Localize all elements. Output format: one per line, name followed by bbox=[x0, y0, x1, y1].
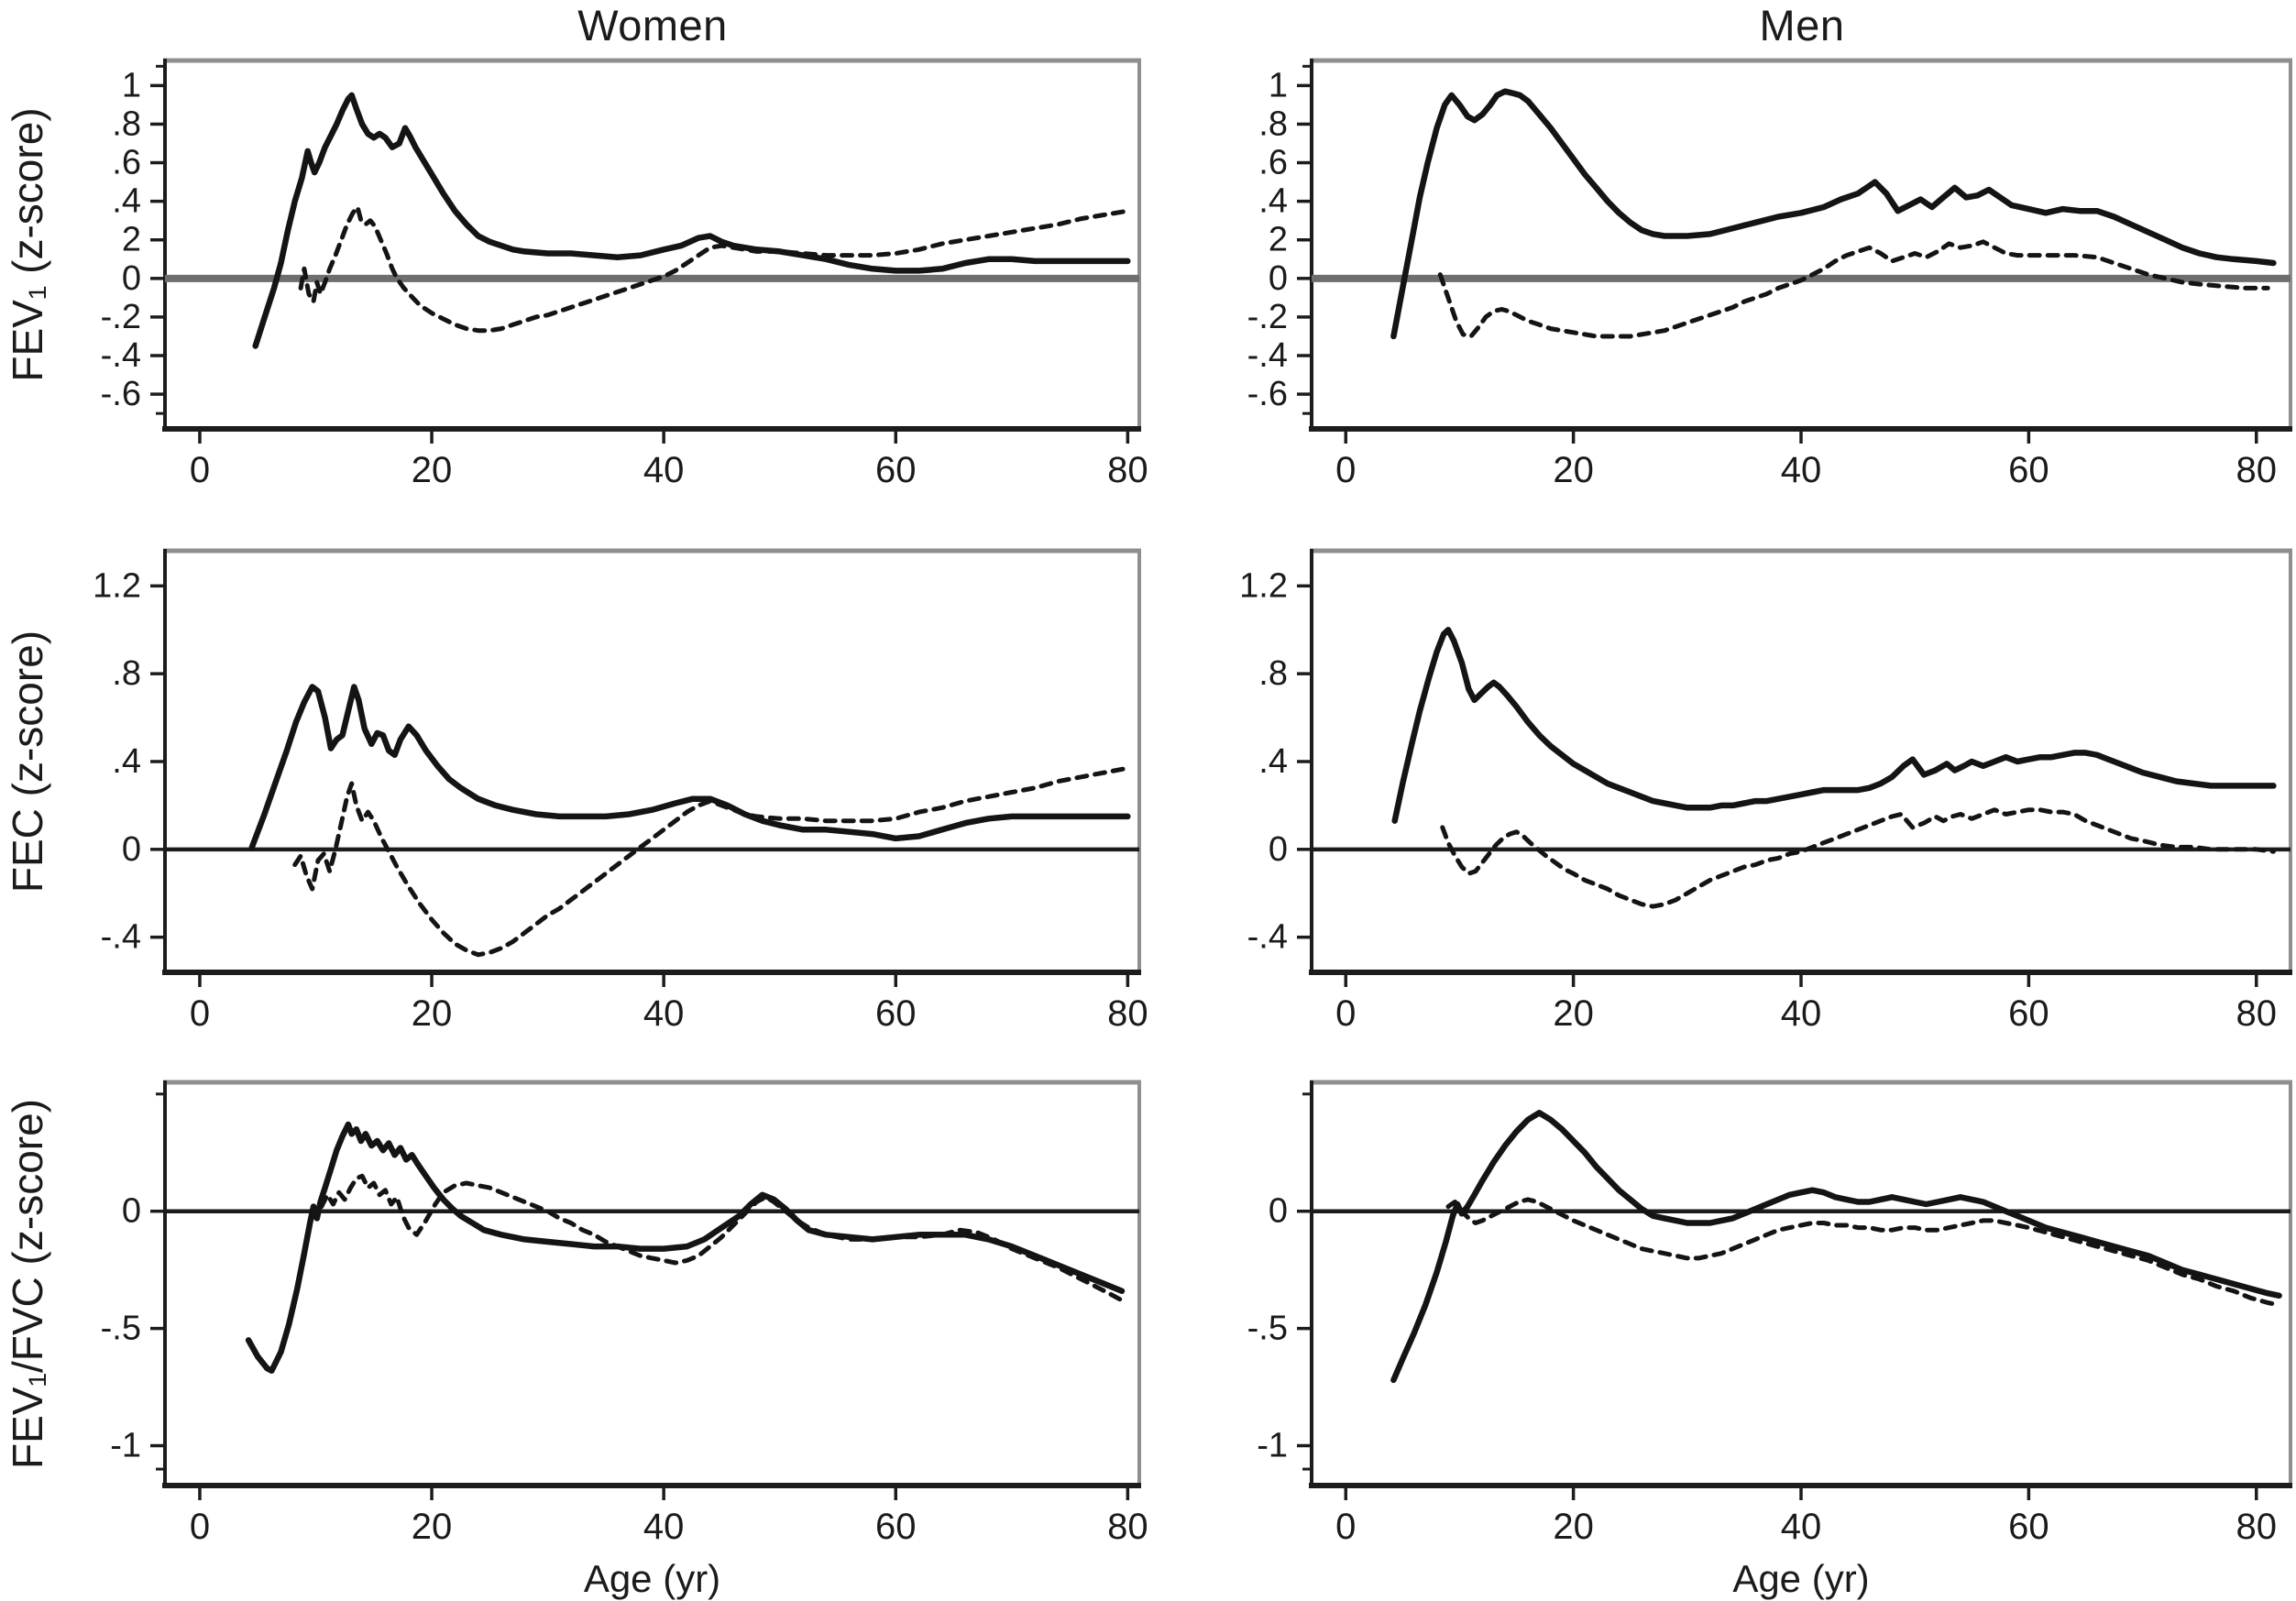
panel-men-fec: 1.2 .8 .4 0 -.4 0 20 40 60 80 bbox=[1148, 514, 2296, 1046]
x-tick-label: 80 bbox=[2236, 993, 2277, 1034]
solid-curve bbox=[252, 92, 1131, 349]
x-tick-label: 60 bbox=[875, 993, 917, 1034]
x-tick-label: 80 bbox=[1107, 450, 1148, 490]
x-tick-label: 60 bbox=[2008, 450, 2049, 490]
x-tick-label: 0 bbox=[1335, 993, 1356, 1034]
y-axis-title: FEV₁/FVC (z-score) bbox=[4, 1099, 51, 1469]
x-tick-label: 40 bbox=[643, 450, 685, 490]
y-tick-label: -.5 bbox=[1247, 1310, 1288, 1348]
x-tick-label: 0 bbox=[1335, 450, 1356, 490]
x-tick-label: 60 bbox=[2008, 1507, 2049, 1547]
x-tick-label: 20 bbox=[412, 993, 453, 1034]
dashed-curve bbox=[292, 765, 1130, 958]
x-tick-label: 0 bbox=[190, 993, 210, 1034]
x-tick-label: 0 bbox=[190, 450, 210, 490]
x-tick-label: 80 bbox=[2236, 1507, 2277, 1547]
x-tick-label: 20 bbox=[412, 450, 453, 490]
x-axis-title: Age (yr) bbox=[1732, 1557, 1869, 1600]
panel-women-fev1-fvc: 0 -.5 -1 0 20 40 60 80 FEV₁/FVC (z-score) Age (yr… bbox=[0, 1046, 1148, 1601]
x-tick-label: 0 bbox=[190, 1507, 210, 1547]
panel-women-fec: 1.2 .8 .4 0 -.4 0 20 40 60 80 FEC (z-score) bbox=[0, 514, 1148, 1046]
chart-men-fev1-fvc-zscore: 0 -.5 -1 0 20 40 60 80 Age (yr) bbox=[1247, 1080, 2292, 1600]
y-tick-label: .8 bbox=[1258, 654, 1288, 693]
y-tick-label: -.2 bbox=[1247, 298, 1288, 336]
chart-men-fec-zscore: 1.2 .8 .4 0 -.4 0 20 40 60 80 bbox=[1239, 548, 2292, 1034]
y-tick-label: -.6 bbox=[101, 375, 141, 413]
x-tick-label: 60 bbox=[875, 450, 917, 490]
y-tick-label: -.4 bbox=[1247, 336, 1288, 375]
chart-women-fec-zscore: 1.2 .8 .4 0 -.4 0 20 40 60 80 FEC (z-score) bbox=[4, 548, 1148, 1034]
y-tick-label: -1 bbox=[1257, 1427, 1288, 1465]
y-tick-label: .6 bbox=[1258, 144, 1288, 182]
x-tick-label: 80 bbox=[1107, 993, 1148, 1034]
dashed-curve bbox=[1445, 1197, 2282, 1308]
y-tick-label: 0 bbox=[1269, 1192, 1288, 1231]
x-tick-label: 40 bbox=[643, 993, 685, 1034]
x-tick-label: 0 bbox=[1335, 1507, 1356, 1547]
y-tick-label: 2 bbox=[1269, 221, 1288, 259]
y-tick-label: -.4 bbox=[1247, 918, 1288, 957]
y-tick-label: -.4 bbox=[101, 918, 141, 957]
panel-men-fev1-fvc: 0 -.5 -1 0 20 40 60 80 Age (yr) bbox=[1148, 1046, 2296, 1601]
solid-curve bbox=[1390, 88, 2277, 340]
y-tick-label: 0 bbox=[122, 830, 141, 869]
dashed-curve bbox=[319, 1173, 1125, 1303]
solid-curve bbox=[245, 1121, 1126, 1374]
x-tick-label: 80 bbox=[2236, 450, 2277, 490]
dashed-curve bbox=[1437, 239, 2270, 339]
x-tick-label: 20 bbox=[1553, 993, 1594, 1034]
y-tick-label: -.2 bbox=[101, 298, 141, 336]
column-title-women: Women bbox=[577, 1, 728, 49]
y-tick-label: 1.2 bbox=[93, 566, 141, 605]
y-tick-label: 0 bbox=[1269, 259, 1288, 298]
x-tick-label: 20 bbox=[1553, 450, 1594, 490]
panel-men-fev1: 1.8.6.4 2 0 -.2 -.4 -.6 0 20 40 60 80 bbox=[1148, 51, 2296, 514]
y-tick-label: 0 bbox=[122, 259, 141, 298]
x-tick-label: 60 bbox=[875, 1507, 917, 1547]
y-tick-label: 0 bbox=[1269, 830, 1288, 869]
panel-women-fev1: 1.8.6.4 2 0 -.2 -.4 -.6 0 20 40 60 80 FEV₁ (z-score… bbox=[0, 51, 1148, 514]
y-tick-label: -1 bbox=[110, 1427, 141, 1465]
x-tick-label: 60 bbox=[2008, 993, 2049, 1034]
y-tick-label: .4 bbox=[1258, 742, 1288, 781]
y-tick-label: .8 bbox=[112, 654, 141, 693]
y-tick-label: .6 bbox=[112, 144, 141, 182]
y-tick-label: .4 bbox=[1258, 182, 1288, 221]
x-tick-label: 20 bbox=[412, 1507, 453, 1547]
y-tick-label: -.4 bbox=[101, 336, 141, 375]
solid-curve bbox=[1391, 627, 2277, 824]
y-tick-label: -.5 bbox=[101, 1310, 141, 1348]
y-tick-label: 0 bbox=[122, 1192, 141, 1231]
y-tick-label: 1.2 bbox=[1239, 566, 1288, 605]
y-tick-label: .4 bbox=[112, 182, 141, 221]
solid-curve bbox=[248, 684, 1131, 850]
x-tick-label: 40 bbox=[643, 1507, 685, 1547]
y-tick-label: 1 bbox=[1269, 66, 1288, 104]
column-title-men: Men bbox=[1759, 1, 1845, 49]
solid-curve bbox=[1390, 1110, 2282, 1384]
dashed-curve bbox=[1440, 807, 2276, 909]
y-tick-label: .4 bbox=[112, 742, 141, 781]
chart-women-fev1-fvc-zscore: 0 -.5 -1 0 20 40 60 80 FEV₁/FVC (z-score) Age (yr… bbox=[4, 1080, 1148, 1600]
x-tick-label: 20 bbox=[1553, 1507, 1594, 1547]
x-tick-label: 80 bbox=[1107, 1507, 1148, 1547]
y-axis-title: FEV₁ (z-score) bbox=[4, 107, 51, 381]
y-tick-label: 1 bbox=[122, 66, 141, 104]
dashed-curve bbox=[298, 204, 1130, 334]
y-axis-title: FEC (z-score) bbox=[4, 631, 51, 893]
y-tick-label: .8 bbox=[112, 104, 141, 143]
x-tick-label: 40 bbox=[1781, 450, 1822, 490]
y-tick-label: .8 bbox=[1258, 104, 1288, 143]
y-tick-label: -.6 bbox=[1247, 375, 1288, 413]
chart-men-fev1-zscore: 1.8.6.420-.2-.4-.60 20 40 60 80 bbox=[1247, 58, 2292, 490]
y-tick-label: 2 bbox=[122, 221, 141, 259]
x-tick-label: 40 bbox=[1781, 993, 1822, 1034]
x-axis-title: Age (yr) bbox=[584, 1557, 720, 1600]
x-tick-label: 40 bbox=[1781, 1507, 1822, 1547]
